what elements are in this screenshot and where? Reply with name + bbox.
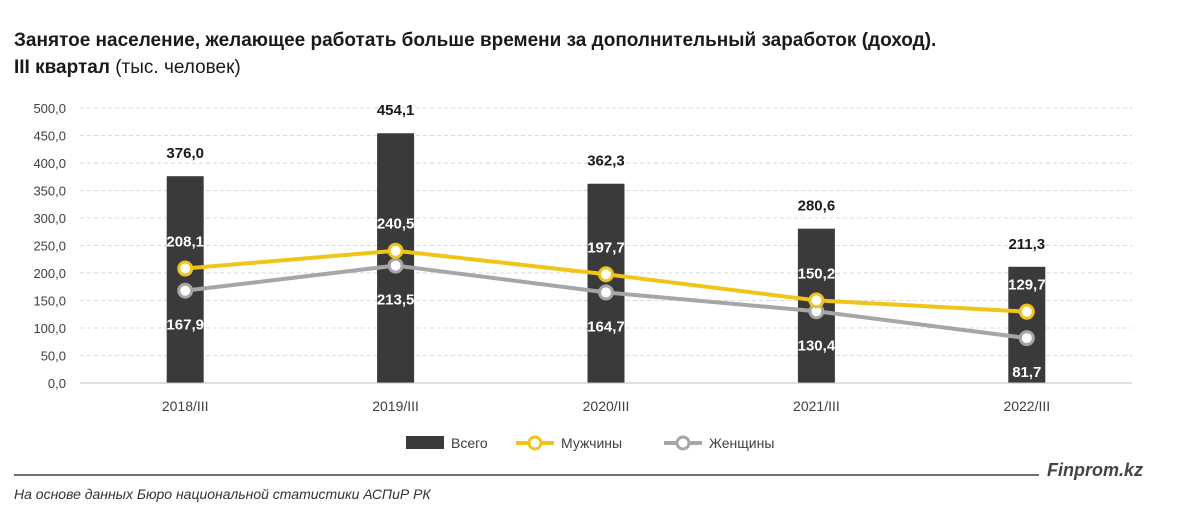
chart-svg: 0,0 50,0 100,0 150,0 200,0 250,0 300,0 350,0 400… — [33, 101, 1132, 451]
legend-swatch-vsego — [406, 436, 444, 449]
legend-swatch-marker — [675, 435, 691, 451]
y-tick-label: 400,0 — [33, 156, 66, 171]
y-tick-label: 500,0 — [33, 101, 66, 116]
y-tick-label: 350,0 — [33, 184, 66, 199]
series-point — [177, 282, 194, 299]
y-tick-label: 50,0 — [41, 349, 66, 364]
men-value-label: 197,7 — [587, 239, 625, 256]
men-value-label: 208,1 — [166, 234, 204, 251]
y-tick-label: 300,0 — [33, 211, 66, 226]
women-value-label: 213,5 — [377, 292, 415, 309]
subtitle-units: (тыс. человек) — [109, 57, 241, 78]
series-point — [387, 242, 404, 259]
bar-vsego — [1008, 266, 1046, 383]
data-labels: 376,0 454,1 362,3 280,6 211,3 208,1 240,5 197,7… — [166, 102, 1045, 381]
series-point — [808, 292, 825, 309]
y-tick-label: 100,0 — [33, 321, 66, 336]
bar-value-label: 454,1 — [377, 102, 415, 119]
bar-vsego — [587, 183, 625, 383]
women-value-label: 164,7 — [587, 318, 625, 335]
legend-label: Всего — [451, 435, 488, 451]
women-value-label: 130,4 — [798, 337, 836, 354]
legend-swatch-marker — [527, 435, 543, 451]
women-value-label: 81,7 — [1012, 364, 1041, 381]
footer-source: На основе данных Бюро национальной стати… — [14, 486, 431, 502]
x-tick-label: 2021/III — [793, 398, 840, 414]
bar-value-label: 376,0 — [166, 145, 204, 162]
x-tick-label: 2019/III — [372, 398, 419, 414]
x-tick-label: 2018/III — [162, 398, 209, 414]
y-tick-label: 450,0 — [33, 129, 66, 144]
men-value-label: 129,7 — [1008, 277, 1046, 294]
series-point — [1018, 303, 1035, 320]
chart-subtitle: III квартал (тыс. человек) — [14, 55, 241, 81]
series-point — [387, 257, 404, 274]
y-tick-label: 250,0 — [33, 239, 66, 254]
women-value-label: 167,9 — [166, 317, 204, 334]
footer-logo: Finprom.kz — [1047, 460, 1144, 480]
legend: Всего Мужчины Женщины — [406, 435, 774, 451]
bar-vsego — [166, 176, 204, 383]
y-tick-label: 150,0 — [33, 294, 66, 309]
footer-divider — [14, 474, 1039, 476]
men-value-label: 240,5 — [377, 216, 415, 233]
bar-value-label: 280,6 — [798, 198, 836, 215]
x-axis: 2018/III 2019/III 2020/III 2021/III 2022/III — [80, 382, 1132, 414]
series-point — [598, 266, 614, 283]
bars-series — [166, 133, 1046, 383]
x-tick-label: 2020/III — [583, 398, 630, 414]
x-tick-label: 2022/III — [1003, 398, 1050, 414]
y-tick-label: 200,0 — [33, 266, 66, 281]
y-tick-label: 0,0 — [48, 376, 66, 391]
legend-label: Мужчины — [561, 435, 622, 451]
men-value-label: 150,2 — [798, 265, 836, 282]
y-axis: 0,0 50,0 100,0 150,0 200,0 250,0 300,0 350,0 400… — [33, 101, 66, 391]
subtitle-period: III квартал — [14, 57, 110, 78]
lines-series — [177, 242, 1035, 347]
series-point — [1018, 330, 1035, 347]
chart-title: Занятое население, желающее работать бол… — [14, 30, 937, 51]
series-point — [177, 260, 194, 277]
bar-value-label: 362,3 — [587, 153, 625, 170]
bar-value-label: 211,3 — [1008, 236, 1045, 253]
legend-label: Женщины — [709, 435, 774, 451]
series-point — [598, 284, 614, 301]
